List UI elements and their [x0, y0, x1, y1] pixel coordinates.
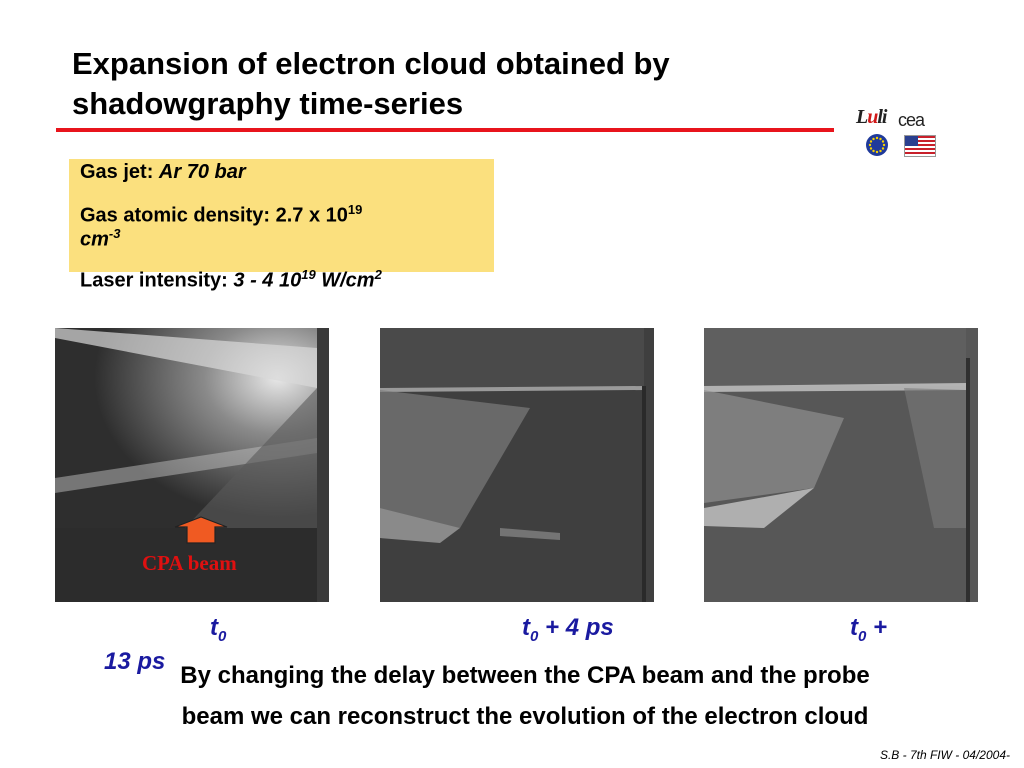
slide-footer: S.B - 7th FIW - 04/2004-: [879, 748, 1010, 762]
shadowgraph-image-t0-13ps: [704, 328, 978, 602]
time-label-13ps-wrap: 13 ps: [104, 648, 166, 675]
cpa-beam-label: CPA beam: [142, 551, 237, 575]
gas-jet-line: Gas jet: Ar 70 bar: [80, 161, 246, 184]
t3-subscript: 0: [858, 627, 867, 645]
shadowgraph-image-t0-4ps: [380, 328, 654, 602]
intensity-exponent: 19: [301, 267, 316, 282]
t2-base: t: [522, 614, 530, 641]
shadowgraph-image-t0: [55, 328, 329, 602]
t3-base: t: [850, 614, 858, 641]
time-label-t0-4ps: t0 + 4 ps: [522, 614, 614, 645]
parameters-box: [69, 159, 494, 272]
intensity-line: Laser intensity: 3 - 4 1019 W/cm2: [80, 267, 382, 293]
density-unit-line: cm-3: [80, 226, 120, 252]
density-unit: cm: [80, 228, 109, 251]
us-flag-icon: [904, 135, 936, 157]
logo-group: Luli cea: [852, 102, 942, 162]
cpa-arrow-icon: [174, 516, 228, 544]
intensity-unit: W/cm: [315, 269, 375, 292]
caption-line-1: By changing the delay between the CPA be…: [180, 662, 870, 689]
density-line: Gas atomic density: 2.7 x 1019: [80, 202, 362, 228]
luli-logo: Luli: [856, 106, 887, 128]
t0-subscript: 0: [218, 627, 227, 645]
intensity-value: 3 - 4 10: [233, 269, 302, 292]
t0-base: t: [210, 614, 218, 641]
cea-logo: cea: [898, 110, 925, 130]
time-label-t0: t0: [210, 614, 226, 645]
t2-rest: + 4 ps: [538, 614, 614, 641]
density-exponent: 19: [347, 202, 363, 217]
density-unit-exponent: -3: [108, 226, 121, 241]
title-line-2: shadowgraphy time-series: [72, 86, 464, 121]
t2-subscript: 0: [530, 627, 539, 645]
title-line-1: Expansion of electron cloud obtained by: [72, 46, 670, 81]
time-label-t0-13ps: t0 +: [850, 614, 887, 645]
density-label: Gas atomic density: 2.7 x 10: [80, 204, 348, 227]
intensity-unit-exponent: 2: [374, 267, 382, 282]
title-underline: [56, 128, 834, 132]
caption-line-2: beam we can reconstruct the evolution of…: [181, 703, 869, 730]
slide-title: Expansion of electron cloud obtained by …: [72, 44, 792, 124]
gas-jet-value: Ar 70 bar: [158, 161, 246, 183]
eu-flag-icon: [866, 134, 888, 156]
gas-jet-label: Gas jet:: [80, 161, 159, 183]
t3-rest: +: [866, 614, 888, 641]
intensity-label: Laser intensity:: [80, 269, 234, 292]
